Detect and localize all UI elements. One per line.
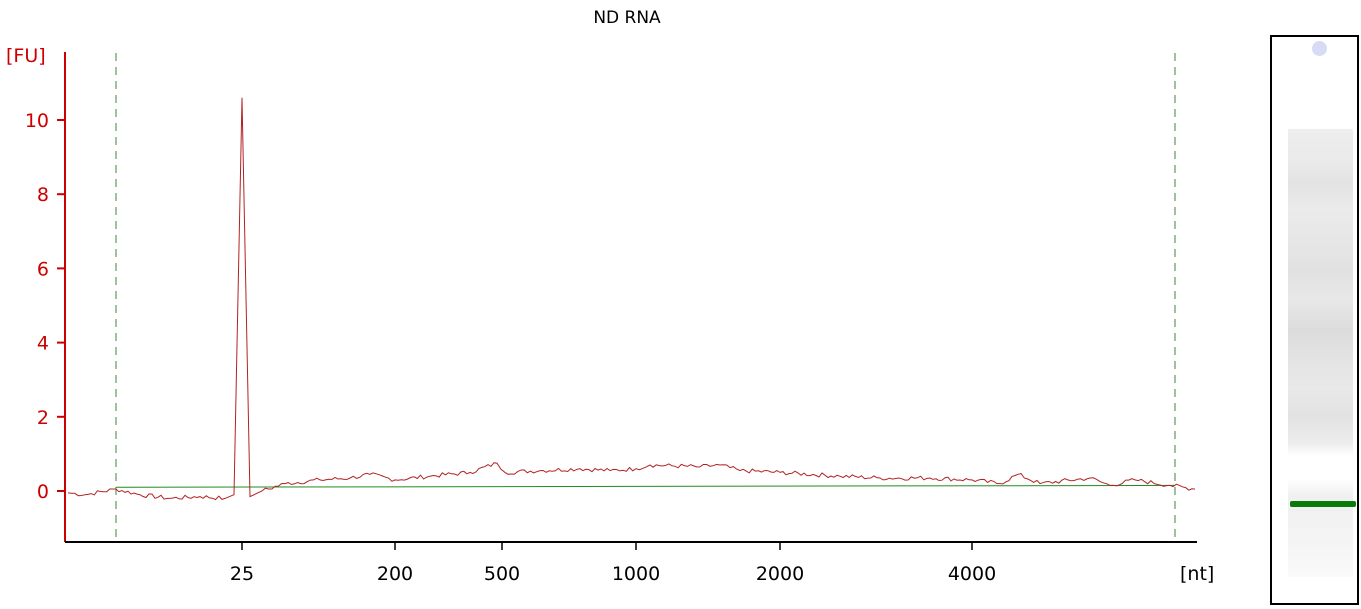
baseline-line [115, 484, 1176, 488]
y-axis: 0 2 4 6 8 10 [25, 52, 66, 542]
y-tick-label: 2 [37, 407, 49, 429]
fluorescence-trace [67, 97, 1196, 501]
y-tick-label: 6 [37, 258, 49, 280]
baseline [115, 484, 1176, 488]
y-tick-label: 4 [37, 333, 49, 355]
gel-lane [1270, 35, 1359, 605]
x-tick-label: 500 [484, 563, 520, 585]
chart-title: ND RNA [593, 8, 661, 28]
x-tick-label: 1000 [612, 563, 660, 585]
size-marker-lines [115, 53, 1176, 542]
x-tick-label: 2000 [756, 563, 804, 585]
x-axis: 25 200 500 1000 2000 4000 [65, 541, 1197, 585]
gel-well-spot [1312, 41, 1327, 56]
y-tick-label: 0 [37, 481, 49, 503]
trace [67, 97, 1196, 501]
x-axis-label: [nt] [1180, 563, 1214, 585]
x-tick-label: 25 [230, 563, 254, 585]
y-axis-label: [FU] [6, 45, 46, 67]
electropherogram-chart: ND RNA [FU] [nt] 0 2 4 6 8 10 25 200 500 1000 200… [6, 8, 1214, 585]
gel-smear [1288, 129, 1353, 577]
gel-marker-band [1290, 501, 1356, 507]
y-tick-label: 8 [37, 184, 49, 206]
y-tick-label: 10 [25, 110, 49, 132]
x-tick-label: 4000 [948, 563, 996, 585]
x-tick-label: 200 [377, 563, 413, 585]
